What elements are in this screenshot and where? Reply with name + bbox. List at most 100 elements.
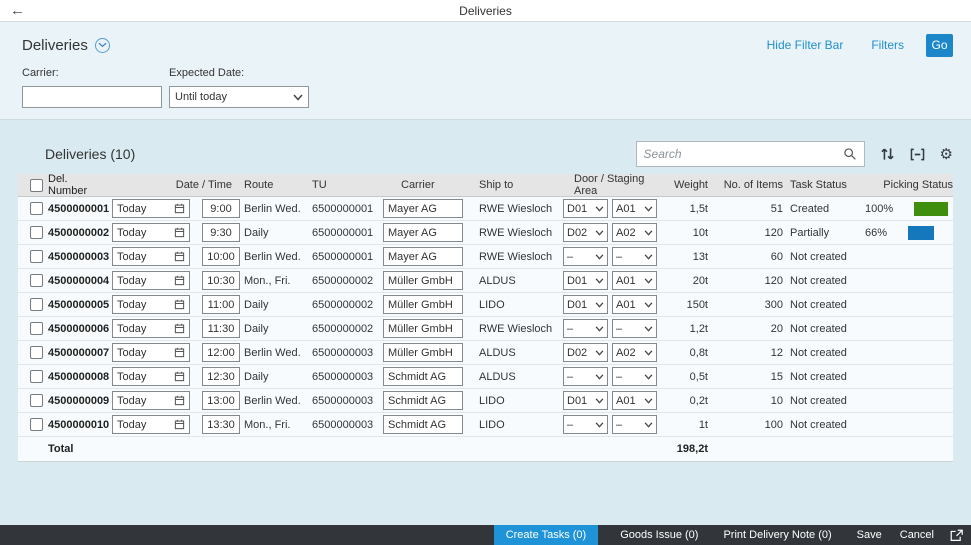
time-input[interactable]: 12:00 — [202, 343, 240, 362]
col-route[interactable]: Route — [244, 179, 274, 191]
staging-area-select[interactable]: A01 — [612, 391, 657, 410]
carrier-input[interactable]: Mayer AG — [383, 247, 463, 266]
carrier-input[interactable]: Müller GmbH — [383, 319, 463, 338]
row-checkbox[interactable] — [30, 202, 43, 215]
settings-gear-icon[interactable]: ⚙ — [939, 145, 953, 163]
row-checkbox[interactable] — [30, 250, 43, 263]
carrier-input[interactable]: Schmidt AG — [383, 391, 463, 410]
date-picker-field[interactable]: Today — [112, 415, 190, 434]
filters-link[interactable]: Filters — [871, 38, 904, 52]
row-checkbox[interactable] — [30, 226, 43, 239]
back-icon[interactable]: ← — [10, 2, 25, 19]
col-tu[interactable]: TU — [312, 179, 327, 191]
time-input[interactable]: 11:00 — [202, 295, 240, 314]
row-checkbox[interactable] — [30, 418, 43, 431]
carrier-filter-input[interactable] — [22, 86, 162, 108]
door-select[interactable]: D01 — [563, 391, 608, 410]
time-input[interactable]: 12:30 — [202, 367, 240, 386]
door-select[interactable]: – — [563, 319, 608, 338]
date-picker-field[interactable]: Today — [112, 343, 190, 362]
row-checkbox[interactable] — [30, 298, 43, 311]
door-select[interactable]: – — [563, 415, 608, 434]
cancel-button[interactable]: Cancel — [899, 529, 934, 541]
time-input[interactable]: 9:00 — [202, 199, 240, 218]
door-select[interactable]: – — [563, 247, 608, 266]
carrier-input[interactable]: Schmidt AG — [383, 367, 463, 386]
share-icon[interactable] — [950, 529, 963, 542]
carrier-input[interactable]: Schmidt AG — [383, 415, 463, 434]
door-select[interactable]: – — [563, 367, 608, 386]
weight-cell: 1,5t — [689, 202, 708, 215]
col-task-status[interactable]: Task Status — [790, 179, 847, 191]
time-input[interactable]: 13:00 — [202, 391, 240, 410]
staging-area-select[interactable]: A01 — [612, 199, 657, 218]
col-date-time[interactable]: Date / Time — [175, 179, 232, 191]
col-no-of-items[interactable]: No. of Items — [723, 179, 783, 191]
col-carrier[interactable]: Carrier — [401, 179, 435, 191]
carrier-input[interactable]: Müller GmbH — [383, 271, 463, 290]
time-input[interactable]: 10:30 — [202, 271, 240, 290]
hide-filter-bar-link[interactable]: Hide Filter Bar — [766, 38, 844, 52]
tu-cell: 6500000001 — [312, 250, 374, 263]
date-picker-field[interactable]: Today — [112, 199, 190, 218]
col-del-number[interactable]: Del. Number — [48, 173, 88, 197]
table-area: Deliveries (10) ⚙ Del. Number Date / Tim… — [0, 138, 971, 462]
carrier-input[interactable]: Mayer AG — [383, 223, 463, 242]
weight-cell: 1t — [698, 418, 708, 431]
col-picking-status[interactable]: Picking Status — [883, 179, 953, 191]
select-all-checkbox[interactable] — [30, 178, 43, 192]
door-select[interactable]: D01 — [563, 295, 608, 314]
go-button[interactable]: Go — [926, 33, 953, 57]
row-checkbox[interactable] — [30, 346, 43, 359]
goods-issue-button[interactable]: Goods Issue (0) — [620, 529, 699, 541]
date-picker-field[interactable]: Today — [112, 271, 190, 290]
carrier-input[interactable]: Müller GmbH — [383, 343, 463, 362]
time-input[interactable]: 13:30 — [202, 415, 240, 434]
time-input[interactable]: 10:00 — [202, 247, 240, 266]
staging-area-select[interactable]: – — [612, 319, 657, 338]
date-picker-field[interactable]: Today — [112, 367, 190, 386]
col-ship-to[interactable]: Ship to — [479, 179, 514, 191]
date-picker-field[interactable]: Today — [112, 319, 190, 338]
search-input[interactable] — [643, 147, 843, 161]
col-door-staging[interactable]: Door / Staging Area — [574, 173, 645, 197]
ship-to-cell: LIDO — [479, 418, 505, 431]
door-value: D02 — [567, 346, 588, 359]
carrier-input[interactable]: Mayer AG — [383, 199, 463, 218]
staging-area-select[interactable]: – — [612, 415, 657, 434]
group-icon[interactable] — [910, 148, 925, 161]
collapse-header-icon[interactable] — [94, 37, 110, 53]
staging-area-select[interactable]: – — [612, 247, 657, 266]
staging-area-select[interactable]: A01 — [612, 271, 657, 290]
create-tasks-button[interactable]: Create Tasks (0) — [493, 525, 599, 545]
expected-date-select[interactable]: Until today — [169, 86, 309, 108]
save-button[interactable]: Save — [856, 529, 882, 541]
date-picker-field[interactable]: Today — [112, 391, 190, 410]
weight-cell: 0,2t — [689, 394, 708, 407]
date-picker-field[interactable]: Today — [112, 223, 190, 242]
staging-area-select[interactable]: A02 — [612, 223, 657, 242]
door-select[interactable]: D01 — [563, 271, 608, 290]
door-select[interactable]: D01 — [563, 199, 608, 218]
row-checkbox[interactable] — [30, 274, 43, 287]
door-select[interactable]: D02 — [563, 223, 608, 242]
print-delivery-note-button[interactable]: Print Delivery Note (0) — [723, 529, 832, 541]
table-toolbar: Deliveries (10) ⚙ — [18, 138, 953, 170]
staging-area-value: – — [616, 370, 623, 383]
row-checkbox[interactable] — [30, 394, 43, 407]
staging-area-select[interactable]: A02 — [612, 343, 657, 362]
date-picker-field[interactable]: Today — [112, 247, 190, 266]
sort-icon[interactable] — [880, 147, 895, 161]
staging-area-select[interactable]: – — [612, 367, 657, 386]
date-picker-field[interactable]: Today — [112, 295, 190, 314]
calendar-icon — [174, 251, 185, 262]
time-input[interactable]: 9:30 — [202, 223, 240, 242]
row-checkbox[interactable] — [30, 370, 43, 383]
carrier-input[interactable]: Müller GmbH — [383, 295, 463, 314]
door-select[interactable]: D02 — [563, 343, 608, 362]
staging-area-select[interactable]: A01 — [612, 295, 657, 314]
row-checkbox[interactable] — [30, 322, 43, 335]
search-icon[interactable] — [843, 147, 857, 161]
col-weight[interactable]: Weight — [673, 179, 708, 191]
time-input[interactable]: 11:30 — [202, 319, 240, 338]
